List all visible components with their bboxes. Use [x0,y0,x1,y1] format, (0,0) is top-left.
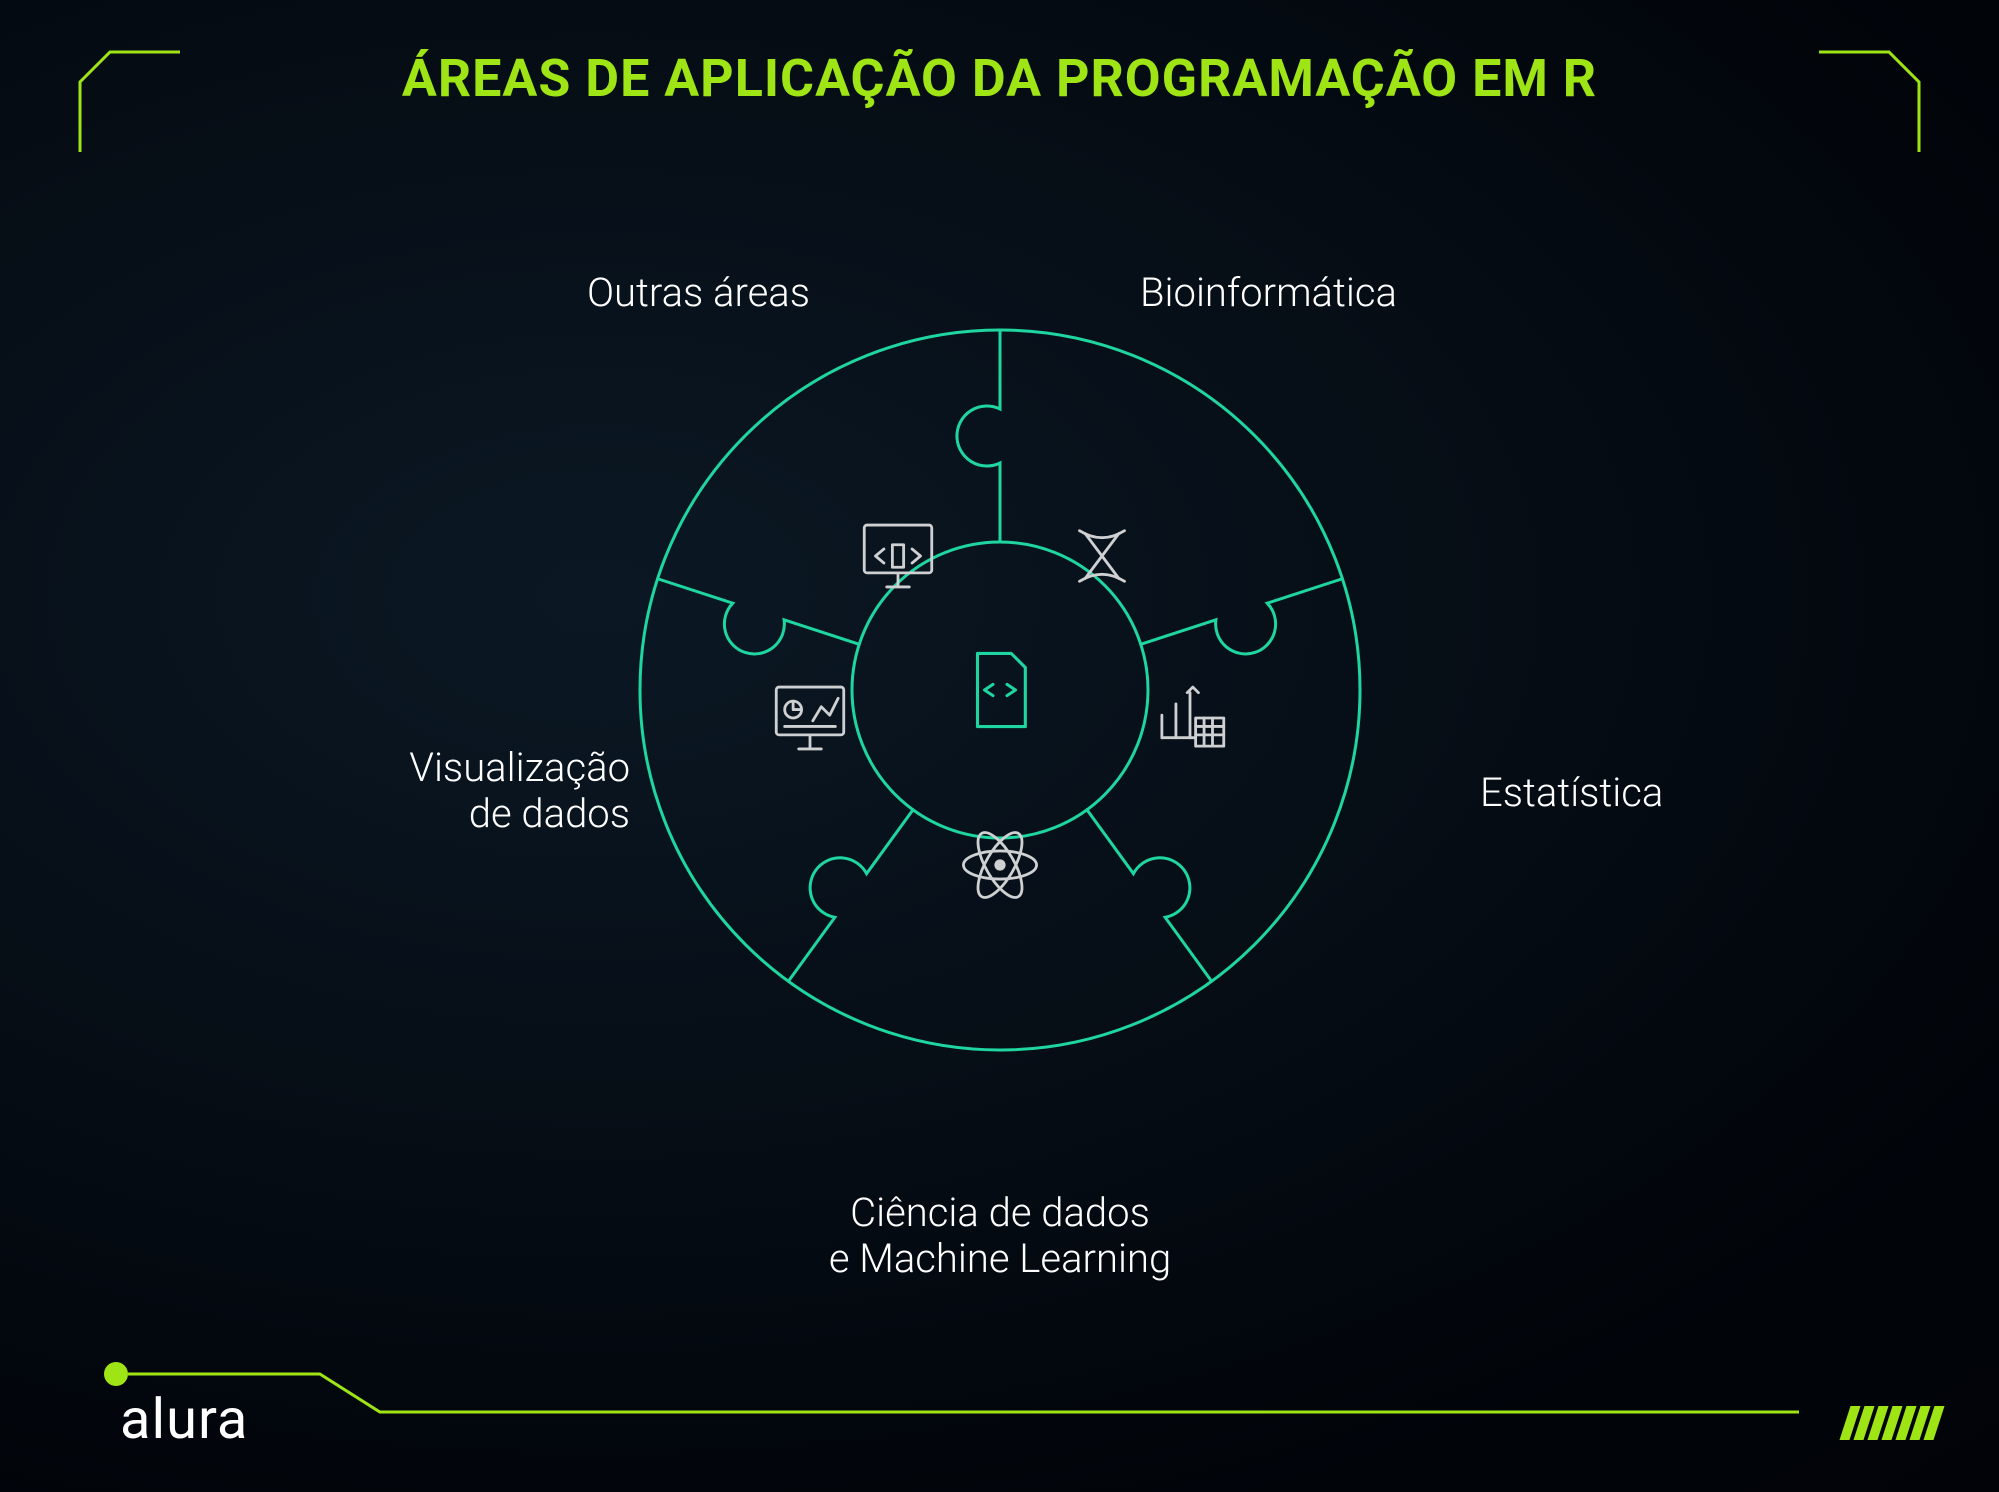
page-title: ÁREAS DE APLICAÇÃO DA PROGRAMAÇÃO EM R [402,48,1597,109]
label-stat: Estatística [1480,770,1880,816]
radial-puzzle-diagram [620,310,1380,1070]
label-viz: Visualizaçãode dados [230,745,630,837]
center-file-icon [955,645,1045,735]
accent-line-bottom [100,1362,1799,1422]
label-bio: Bioinformática [1140,270,1540,316]
dna-icon [1057,511,1147,601]
brand-logo: alura [120,1386,248,1452]
atom-icon [955,820,1045,910]
code-screen-icon [853,511,943,601]
stats-grid-icon [1145,673,1235,763]
corner-bracket-top-left [70,42,210,182]
corner-bracket-top-right [1789,42,1929,182]
infographic-stage: ÁREAS DE APLICAÇÃO DA PROGRAMAÇÃO EM R [0,0,1999,1492]
dashboard-icon [765,673,855,763]
label-outras: Outras áreas [410,270,810,316]
slashes-icon [1845,1406,1939,1440]
label-dsml: Ciência de dadose Machine Learning [780,1190,1220,1282]
